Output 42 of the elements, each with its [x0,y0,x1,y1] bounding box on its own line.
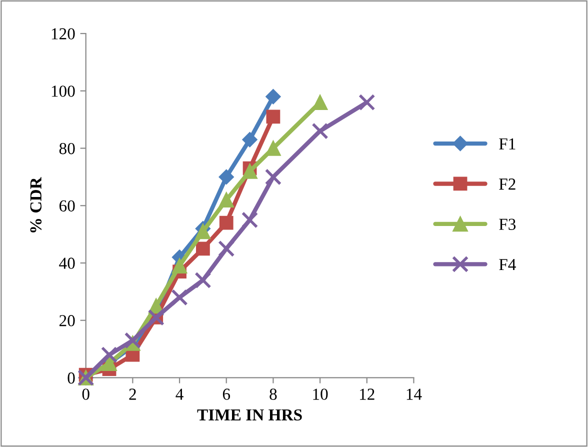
point [241,212,258,228]
point [266,110,280,124]
point [266,89,281,104]
point [264,168,282,186]
point [100,346,118,364]
y-tick-label: 120 [52,28,75,40]
point [171,289,188,306]
point [358,94,376,111]
y-tick-label: 60 [59,200,75,212]
point [218,169,234,185]
point [195,224,211,240]
point [242,132,258,148]
y-tick-label: 0 [68,372,75,384]
point [196,242,210,256]
point [219,216,234,230]
x-tick-label: 12 [360,388,374,400]
x-tick-label: 6 [222,388,230,400]
legend-label: F3 [499,218,516,230]
legend-label: F1 [499,138,516,150]
x-tick-label: 0 [82,388,90,400]
x-tick-label: 4 [176,388,184,400]
point [242,164,258,179]
x-axis-title: TIME IN HRS [197,409,302,421]
y-tick-label: 40 [59,258,75,269]
y-axis-title: % CDR [30,177,42,232]
legend-label: F4 [499,259,516,270]
x-tick-label: 14 [406,388,422,400]
point [218,240,235,257]
point [312,122,328,140]
point [218,192,234,208]
point [312,94,328,110]
y-tick-label: 20 [59,315,75,326]
point [172,258,188,274]
point [266,140,281,156]
point [124,332,142,349]
y-tick-label: 80 [59,142,75,154]
x-tick-label: 8 [270,388,277,400]
x-tick-label: 10 [313,388,328,400]
point [194,272,212,289]
legend-label: F2 [499,178,516,190]
y-tick-label: 100 [52,86,75,97]
x-tick-label: 2 [129,388,136,400]
